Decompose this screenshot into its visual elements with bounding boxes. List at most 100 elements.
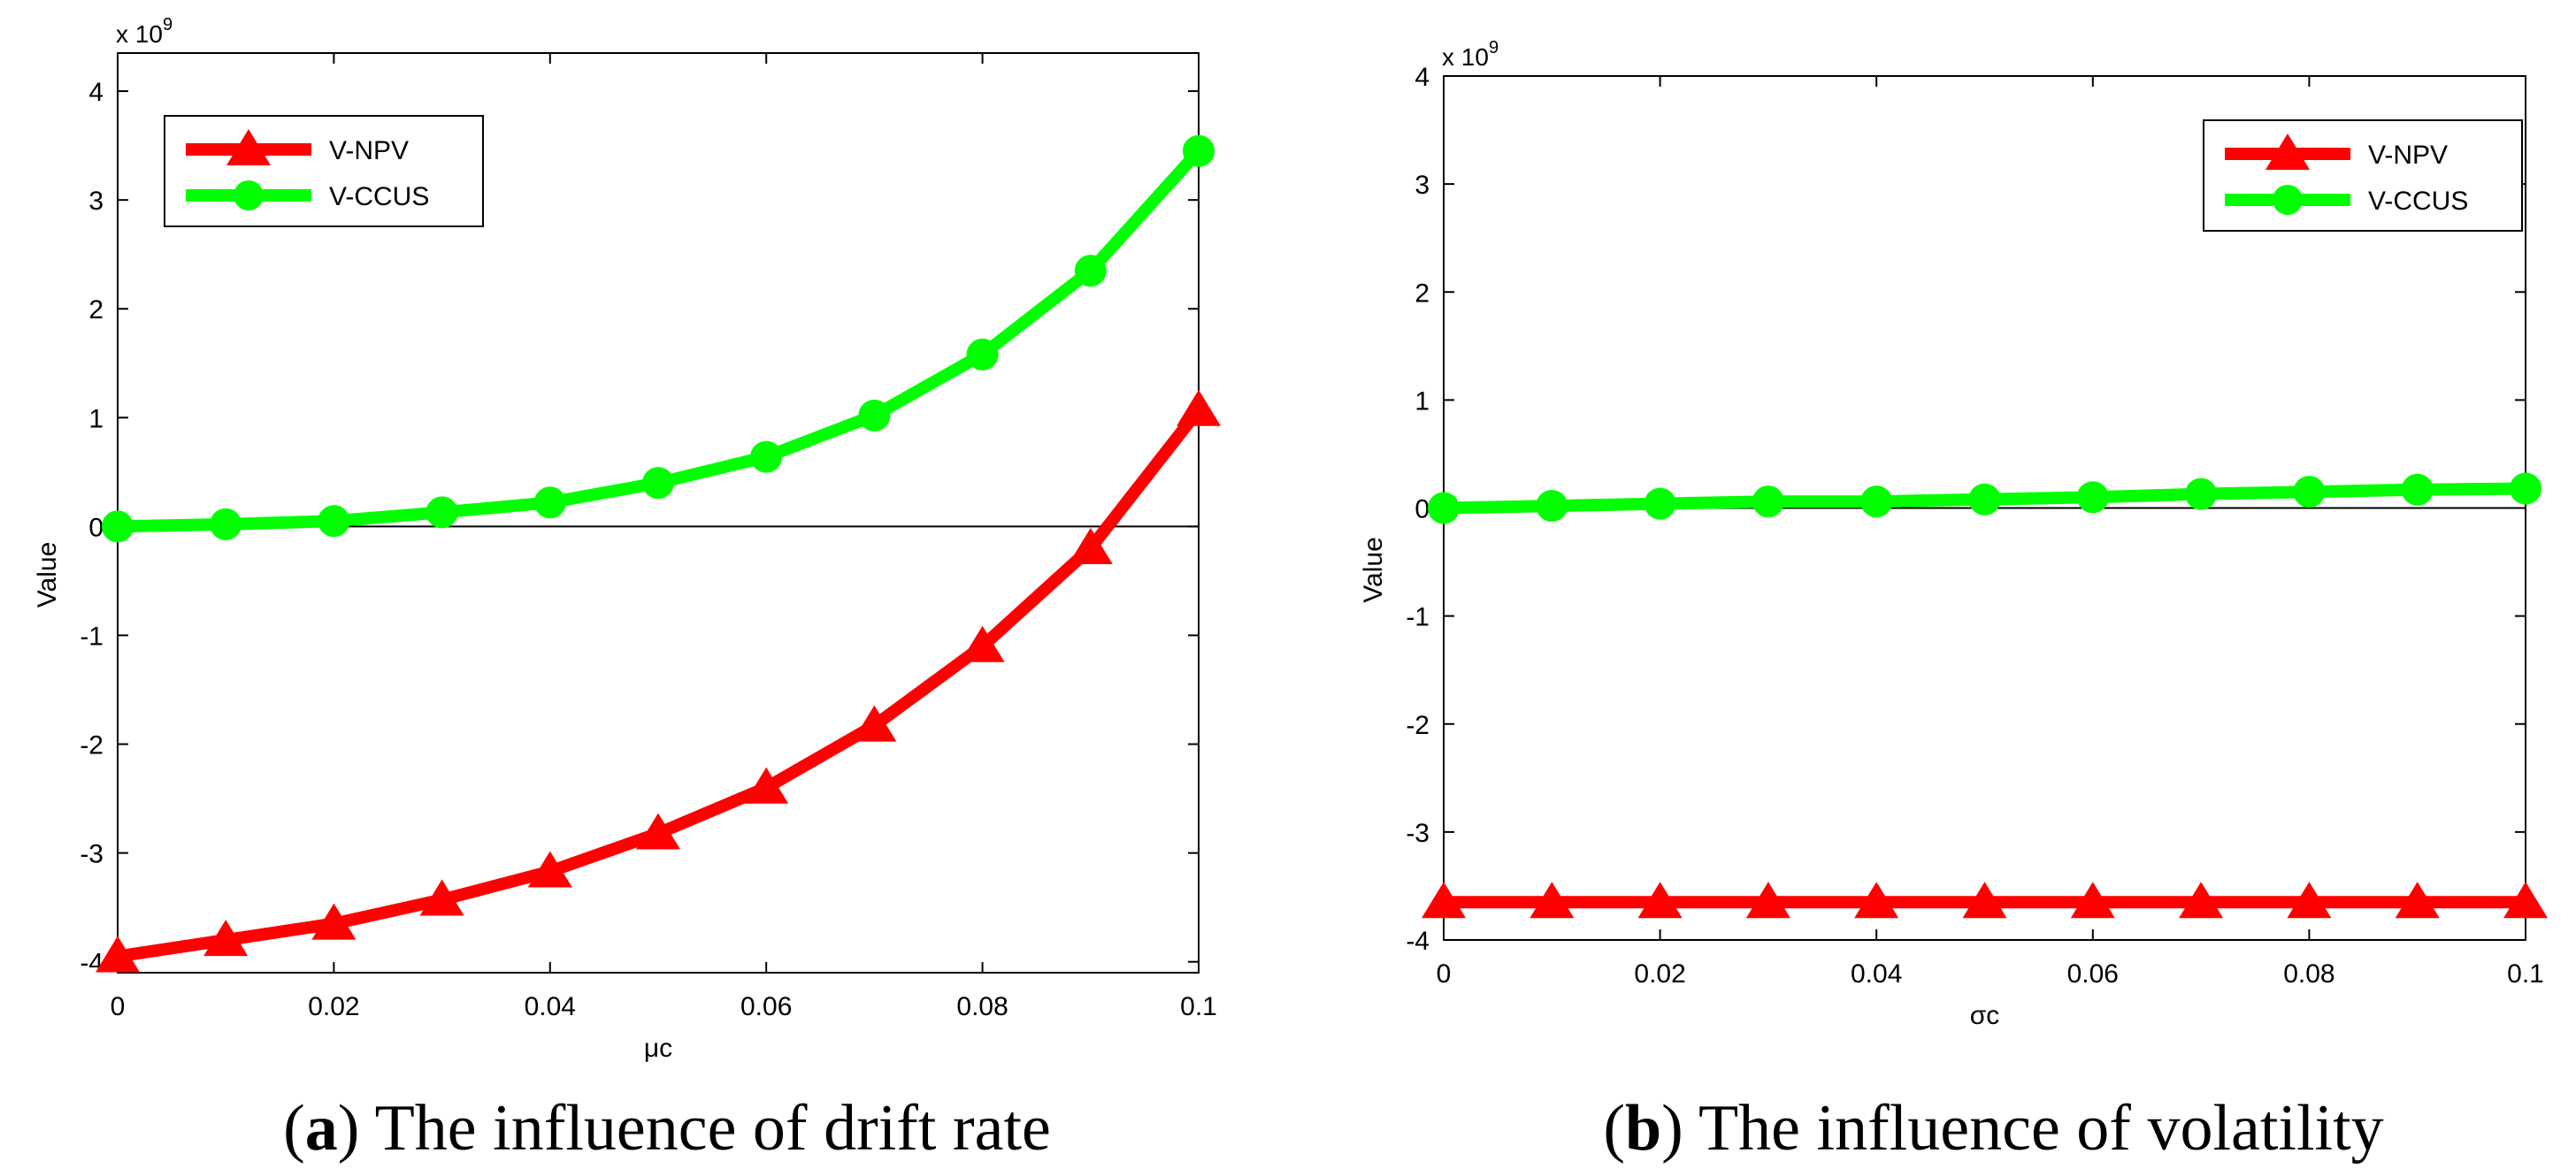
y-exponent-label: x 109 <box>1442 38 1499 71</box>
y-tick-label: -2 <box>80 731 104 760</box>
x-tick-label: 0.04 <box>525 992 576 1021</box>
data-point <box>2185 478 2218 510</box>
data-point <box>1644 487 1676 520</box>
data-point <box>2503 882 2548 919</box>
data-point <box>1177 389 1221 426</box>
y-tick-label: 2 <box>1414 279 1430 308</box>
data-point <box>1068 528 1113 564</box>
y-tick-label: 4 <box>1414 63 1430 92</box>
y-exponent-label: x 109 <box>116 15 172 48</box>
data-point <box>210 508 242 540</box>
y-exponent-power: 9 <box>163 15 172 34</box>
x-tick-label: 0.02 <box>308 992 359 1021</box>
data-point <box>1428 492 1460 524</box>
data-point <box>96 936 140 973</box>
legend-box <box>2203 119 2523 232</box>
x-axis-label: μc <box>644 1034 672 1063</box>
x-tick-label: 0.02 <box>1634 959 1685 989</box>
x-tick-label: 0.1 <box>1180 992 1217 1021</box>
y-tick-label: -4 <box>1406 927 1430 956</box>
data-point <box>1530 882 1575 919</box>
x-tick-label: 0.08 <box>2283 959 2334 989</box>
data-point <box>527 851 572 888</box>
y-tick-label: 2 <box>88 295 104 325</box>
y-axis-label: Value <box>1359 537 1388 603</box>
y-tick-label: -1 <box>1406 603 1430 632</box>
data-point <box>960 625 1005 662</box>
data-point <box>858 399 891 432</box>
series-v-npv <box>96 389 1221 973</box>
y-tick-label: -3 <box>1406 819 1430 848</box>
y-tick-label: 3 <box>1414 171 1430 200</box>
x-tick-label: 0.06 <box>2067 959 2119 989</box>
data-point <box>203 920 249 957</box>
data-point <box>2179 882 2224 919</box>
y-tick-label: 3 <box>88 187 104 216</box>
data-point <box>750 440 783 473</box>
y-tick-label: -4 <box>80 949 104 978</box>
y-tick-label: -1 <box>80 622 104 651</box>
y-axis-label: Value <box>33 542 62 608</box>
data-point <box>852 705 897 742</box>
data-point <box>1422 882 1466 919</box>
y-exponent-power: 9 <box>1489 38 1499 57</box>
data-point <box>419 879 464 916</box>
caption: (b) The influence of volatility <box>1603 1092 2383 1165</box>
legend-swatch-marker <box>2273 185 2303 215</box>
data-point <box>1854 882 1899 919</box>
y-tick-label: 0 <box>1414 495 1430 524</box>
chart-panel-b: 0 0.02 0.04 0.06 0.08 0.1 -4 -3 -2 -1 0 1 2 3 4 x 109 σc… <box>1359 38 2548 1165</box>
caption: (a) The influence of drift rate <box>283 1092 1051 1165</box>
data-point <box>2401 473 2434 506</box>
data-point <box>1968 483 2001 516</box>
series-v-ccus <box>1428 472 2542 524</box>
x-axis-label: σc <box>1970 1001 2000 1030</box>
legend-label: V-NPV <box>2368 141 2448 170</box>
caption-text: ) The influence of drift rate <box>338 1092 1051 1165</box>
data-point <box>1962 882 2007 919</box>
x-tick-label: 0 <box>111 992 126 1021</box>
caption-open-paren: ( <box>283 1092 305 1165</box>
x-tick-label: 0.08 <box>956 992 1008 1021</box>
data-point <box>1183 134 1215 167</box>
data-point <box>642 467 674 500</box>
y-tick-label: 0 <box>88 513 104 542</box>
data-point <box>1637 882 1683 919</box>
data-point <box>2395 882 2440 919</box>
data-point <box>2076 481 2109 514</box>
x-tick-label: 0 <box>1437 959 1452 989</box>
data-point <box>318 505 350 538</box>
legend: V-NPV V-CCUS <box>164 115 484 227</box>
data-point <box>636 813 680 850</box>
data-point <box>966 338 999 371</box>
data-point <box>426 496 458 529</box>
data-point <box>102 510 134 543</box>
y-tick-label: -3 <box>80 840 104 869</box>
legend-label: V-CCUS <box>329 182 429 211</box>
y-tick-label: 4 <box>88 78 104 107</box>
caption-text: ) The influence of volatility <box>1661 1092 2384 1165</box>
data-point <box>1860 485 1893 518</box>
y-tick-label: 1 <box>1414 386 1430 416</box>
data-point <box>311 903 356 940</box>
caption-letter: a <box>305 1092 338 1165</box>
data-point <box>1074 255 1107 287</box>
data-point <box>744 767 789 804</box>
legend: V-NPV V-CCUS <box>2203 119 2523 232</box>
legend-box <box>164 115 484 227</box>
x-tick-label: 0.1 <box>2507 959 2544 989</box>
data-point <box>1536 490 1568 523</box>
data-point <box>2287 882 2332 919</box>
data-point <box>533 486 566 519</box>
data-point <box>2510 472 2542 505</box>
data-point <box>1752 485 1784 518</box>
y-tick-label: -2 <box>1406 711 1430 740</box>
legend-swatch-marker <box>234 180 264 210</box>
data-point <box>2070 882 2115 919</box>
series-v-npv <box>1422 882 2548 919</box>
y-tick-label: 1 <box>88 404 104 433</box>
legend-label: V-CCUS <box>2368 187 2468 216</box>
chart-panel-a: 0 0.02 0.04 0.06 0.08 0.1 -4 -3 -2 -1 0 1 2 3 4 x 109 μc… <box>33 15 1221 1165</box>
series-v-ccus <box>102 134 1215 543</box>
